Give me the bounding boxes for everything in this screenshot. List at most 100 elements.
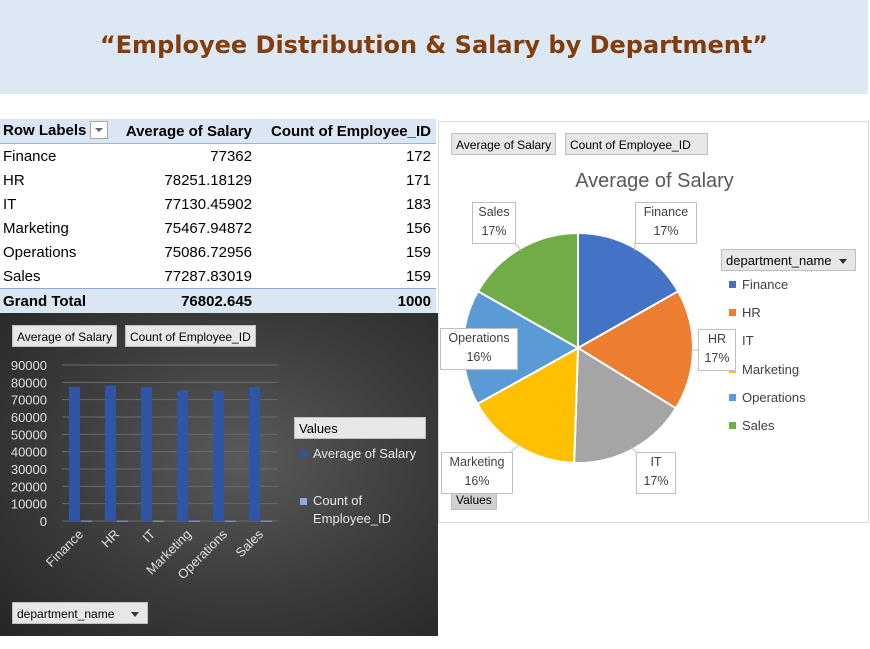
bar-avg-salary[interactable] bbox=[105, 385, 116, 521]
avg-salary-field-button[interactable]: Average of Salary bbox=[12, 325, 118, 347]
title-banner: “Employee Distribution & Salary by Depar… bbox=[0, 0, 868, 94]
pie-legend-item[interactable]: Sales bbox=[729, 418, 775, 433]
pie-avg-salary-field-button[interactable]: Average of Salary bbox=[451, 133, 557, 155]
y-tick-label: 20000 bbox=[11, 479, 47, 494]
legend-title-label: department_name bbox=[726, 253, 832, 268]
count-employee-field-button[interactable]: Count of Employee_ID bbox=[125, 325, 256, 347]
pie-legend-item[interactable]: Operations bbox=[729, 390, 806, 405]
x-tick-label: Finance bbox=[43, 527, 86, 570]
pie-label-percent: 17% bbox=[704, 351, 730, 365]
bar-avg-salary[interactable] bbox=[213, 390, 224, 521]
pivot-table: Row Labels Average of Salary Count of Em… bbox=[0, 119, 436, 313]
grand-total-count: 1000 bbox=[397, 292, 431, 310]
legend-label: Marketing bbox=[742, 361, 800, 377]
pie-chart-panel[interactable]: Average of Salary Count of Employee_ID A… bbox=[438, 121, 869, 523]
y-tick-label: 70000 bbox=[11, 393, 47, 408]
pie-slice[interactable] bbox=[577, 231, 680, 350]
count-employee-header: Count of Employee_ID bbox=[270, 122, 431, 140]
values-legend-title[interactable]: Values bbox=[294, 417, 426, 439]
legend-label: Operations bbox=[742, 389, 806, 405]
y-tick-label: 30000 bbox=[11, 462, 47, 477]
bar-count-employee[interactable] bbox=[153, 520, 164, 522]
legend-item-count-employee: Count of Employee_ID bbox=[300, 492, 403, 528]
pie-label-category: HR bbox=[707, 332, 727, 346]
pivot-row[interactable]: Operations 75086.72956 159 bbox=[0, 240, 436, 264]
count-cell: 156 bbox=[405, 219, 431, 237]
avg-salary-cell: 77362 bbox=[210, 147, 252, 165]
row-label: Marketing bbox=[3, 219, 69, 237]
row-label: Finance bbox=[3, 147, 57, 165]
y-tick-label: 80000 bbox=[11, 375, 47, 390]
department-name-legend-button[interactable]: department_name bbox=[721, 249, 856, 271]
avg-salary-cell: 75467.94872 bbox=[164, 219, 252, 237]
page-title: “Employee Distribution & Salary by Depar… bbox=[99, 31, 769, 59]
count-cell: 171 bbox=[405, 171, 431, 189]
pie-label-category: Finance bbox=[643, 205, 689, 219]
y-tick-label: 10000 bbox=[11, 497, 47, 512]
bar-chart-panel[interactable]: Average of Salary Count of Employee_ID 9… bbox=[0, 313, 438, 636]
pie-slice[interactable] bbox=[573, 346, 678, 464]
department-name-axis-button[interactable]: department_name bbox=[12, 602, 148, 624]
count-cell: 172 bbox=[405, 147, 431, 165]
pie-data-label: Sales 17% bbox=[472, 202, 516, 244]
bar-count-employee[interactable] bbox=[117, 520, 128, 522]
pie-legend-item[interactable]: HR bbox=[729, 305, 761, 320]
pivot-row[interactable]: Marketing 75467.94872 156 bbox=[0, 216, 436, 240]
pie-count-employee-field-button[interactable]: Count of Employee_ID bbox=[565, 133, 708, 155]
pie-data-label: HR 17% bbox=[698, 329, 736, 371]
values-button[interactable]: Values bbox=[451, 490, 497, 510]
y-tick-label: 40000 bbox=[11, 445, 47, 460]
avg-salary-cell: 77287.83019 bbox=[164, 267, 252, 285]
pie-label-category: Operations bbox=[448, 331, 510, 345]
pie-slice[interactable] bbox=[476, 346, 580, 464]
pie-label-percent: 17% bbox=[643, 474, 669, 488]
count-cell: 159 bbox=[405, 243, 431, 261]
legend-label: Average of Salary bbox=[313, 446, 417, 461]
pivot-row[interactable]: Finance 77362 172 bbox=[0, 144, 436, 168]
legend-swatch bbox=[729, 281, 736, 288]
y-tick-label: 90000 bbox=[11, 358, 47, 373]
row-labels-filter-button[interactable] bbox=[90, 121, 109, 140]
pie-legend-item[interactable]: Marketing bbox=[729, 362, 799, 377]
pie-label-percent: 16% bbox=[464, 474, 490, 488]
row-label: Sales bbox=[3, 267, 41, 285]
legend-label: Finance bbox=[742, 277, 789, 292]
axis-button-label: department_name bbox=[17, 607, 115, 621]
grand-total-row[interactable]: Grand Total 76802.645 1000 bbox=[0, 288, 436, 313]
pivot-row[interactable]: IT 77130.45902 183 bbox=[0, 192, 436, 216]
row-labels-header-text: Row Labels bbox=[3, 121, 87, 139]
pivot-row[interactable]: Sales 77287.83019 159 bbox=[0, 264, 436, 288]
bar-chart: 90000 80000 70000 60000 50000 40000 30000 20000… bbox=[11, 358, 278, 582]
bar-avg-salary[interactable] bbox=[69, 386, 80, 521]
pie-label-category: Marketing bbox=[449, 455, 505, 469]
avg-salary-cell: 77130.45902 bbox=[164, 195, 252, 213]
row-labels-header: Row Labels bbox=[0, 121, 112, 140]
bar-avg-salary[interactable] bbox=[177, 390, 188, 521]
pivot-row[interactable]: HR 78251.18129 171 bbox=[0, 168, 436, 192]
x-tick-label: Sales bbox=[233, 526, 267, 560]
y-tick-label: 60000 bbox=[11, 410, 47, 425]
avg-salary-cell: 78251.18129 bbox=[164, 171, 252, 189]
legend-swatch bbox=[300, 498, 307, 506]
pie-data-label: Marketing 16% bbox=[441, 452, 513, 494]
pie-legend-item[interactable]: Finance bbox=[729, 277, 788, 292]
count-cell: 159 bbox=[405, 267, 431, 285]
pivot-header-row: Row Labels Average of Salary Count of Em… bbox=[0, 119, 436, 144]
legend-swatch bbox=[729, 422, 736, 429]
count-cell: 183 bbox=[405, 195, 431, 213]
pie-data-label: Finance 17% bbox=[635, 202, 697, 244]
bar-count-employee[interactable] bbox=[189, 520, 200, 522]
bar-count-employee[interactable] bbox=[225, 520, 236, 522]
pie-label-category: Sales bbox=[478, 205, 510, 219]
bar-count-employee[interactable] bbox=[261, 520, 272, 522]
legend-swatch bbox=[300, 450, 307, 457]
legend-label: HR bbox=[742, 305, 761, 321]
bar-avg-salary[interactable] bbox=[249, 387, 260, 521]
pie-label-percent: 17% bbox=[653, 224, 679, 238]
bar-count-employee[interactable] bbox=[81, 520, 92, 522]
grand-total-avg: 76802.645 bbox=[181, 292, 252, 310]
pie-label-category: IT bbox=[650, 455, 662, 469]
bar-avg-salary[interactable] bbox=[141, 387, 152, 521]
callout-leader bbox=[630, 446, 637, 453]
pie-title: Average of Salary bbox=[575, 170, 734, 192]
